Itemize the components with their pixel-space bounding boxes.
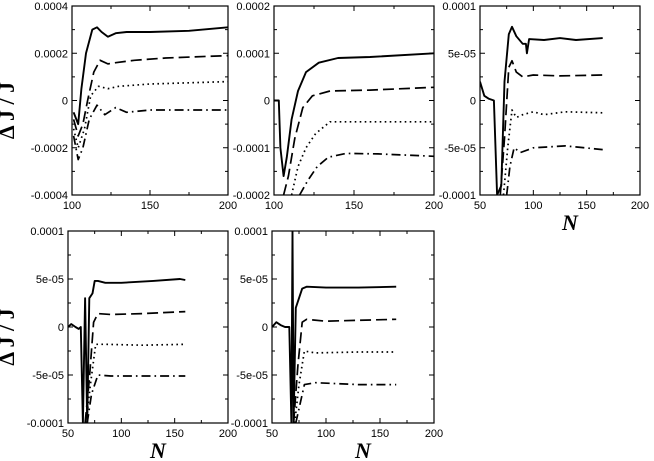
y-tick-label: -0.0004 [31, 190, 68, 202]
x-tick-label: 150 [141, 200, 159, 212]
x-tick-label: 150 [371, 428, 389, 440]
x-tick-label: 150 [345, 200, 363, 212]
y-tick-label: -0.0001 [233, 143, 270, 155]
chart-panel-bottom-left: 50 100 150 200 -0.0001 -5e-05 0 5e-05 0.0001 N Δ J… [0, 226, 237, 461]
y-tick-label: 0 [264, 96, 270, 108]
series-group [72, 26, 228, 161]
y-tick-label: 5e-05 [36, 274, 64, 286]
series-line-solid [272, 231, 397, 423]
y-tick-label: 5e-05 [240, 274, 268, 286]
x-tick-label: 100 [265, 200, 283, 212]
y-tick-label: 0.0001 [442, 1, 476, 13]
series-line-dashed [499, 59, 603, 195]
plot-frame [271, 230, 435, 424]
chart-panel-top-left: 100 150 200 -0.0004 -0.0002 0 0.0002 0.0004 Δ J … [0, 1, 237, 212]
x-tick-label: 100 [317, 428, 335, 440]
x-tick-label: 200 [631, 200, 649, 212]
y-tick-label: -0.0001 [231, 418, 268, 430]
chart-panel-top-right: 50 100 150 200 -0.0001 -5e-05 0 5e-05 0.0001 N [439, 1, 649, 235]
chart-panel-top-middle: 100 150 200 -0.0002 -0.0001 0 0.0001 0.0002 [233, 1, 443, 212]
y-tick-label: 0 [62, 96, 68, 108]
y-tick-label: 0.0001 [236, 48, 270, 60]
y-tick-label: 0 [470, 96, 476, 108]
x-tick-label: 50 [266, 428, 278, 440]
series-line-dash-dot [294, 381, 397, 423]
series-line-dotted [72, 80, 228, 149]
plot-frame [71, 5, 229, 196]
series-line-solid [274, 52, 434, 178]
x-tick-label: 100 [112, 428, 130, 440]
series-line-solid [68, 278, 186, 423]
y-tick-label: -0.0001 [27, 418, 64, 430]
x-tick-label: 150 [165, 428, 183, 440]
x-tick-label: 50 [474, 200, 486, 212]
y-tick-label: 0.0001 [234, 226, 268, 238]
y-axis-label: Δ J / J [0, 308, 19, 365]
x-tick-label: 50 [62, 428, 74, 440]
y-tick-label: 0.0004 [34, 1, 68, 13]
x-axis-label: N [561, 210, 579, 235]
y-tick-label: -5e-05 [236, 370, 268, 382]
y-tick-label: -0.0001 [439, 190, 476, 202]
series-group [68, 278, 186, 423]
plot-frame [67, 230, 229, 424]
series-line-solid [480, 25, 603, 195]
y-tick-label: -0.0002 [31, 143, 68, 155]
y-tick-label: -5e-05 [444, 143, 476, 155]
series-line-dashed [72, 54, 228, 137]
series-group [272, 231, 397, 423]
y-tick-label: 0 [262, 322, 268, 334]
y-axis-label: Δ J / J [0, 82, 19, 139]
series-line-solid [72, 26, 228, 126]
series-line-dash-dot [72, 104, 228, 161]
series-line-dash-dot [86, 374, 186, 423]
x-tick-label: 200 [219, 428, 237, 440]
y-tick-label: 0 [58, 322, 64, 334]
plot-frame [273, 5, 435, 196]
series-line-dashed [292, 318, 397, 423]
series-line-dash-dot [298, 152, 434, 195]
series-line-dotted [502, 109, 603, 195]
y-tick-label: 5e-05 [448, 48, 476, 60]
x-tick-label: 100 [524, 200, 542, 212]
x-tick-label: 150 [577, 200, 595, 212]
x-tick-label: 200 [425, 428, 443, 440]
x-tick-label: 200 [425, 200, 443, 212]
series-line-dashed [282, 86, 434, 195]
y-tick-label: 0.0002 [236, 1, 270, 13]
series-group [274, 52, 434, 195]
y-tick-label: 0.0001 [30, 226, 64, 238]
x-tick-label: 100 [63, 200, 81, 212]
x-axis-label: N [149, 438, 167, 461]
y-tick-label: -0.0002 [233, 190, 270, 202]
series-group [480, 25, 603, 195]
series-line-dash-dot [505, 145, 603, 195]
y-tick-label: 0.0002 [34, 48, 68, 60]
x-tick-label: 200 [219, 200, 237, 212]
y-tick-label: -5e-05 [32, 370, 64, 382]
x-axis-label: N [354, 438, 372, 461]
series-line-dotted [290, 120, 434, 195]
chart-panel-bottom-middle: 50 100 150 200 -0.0001 -5e-05 0 5e-05 0.0001 N [231, 226, 443, 461]
